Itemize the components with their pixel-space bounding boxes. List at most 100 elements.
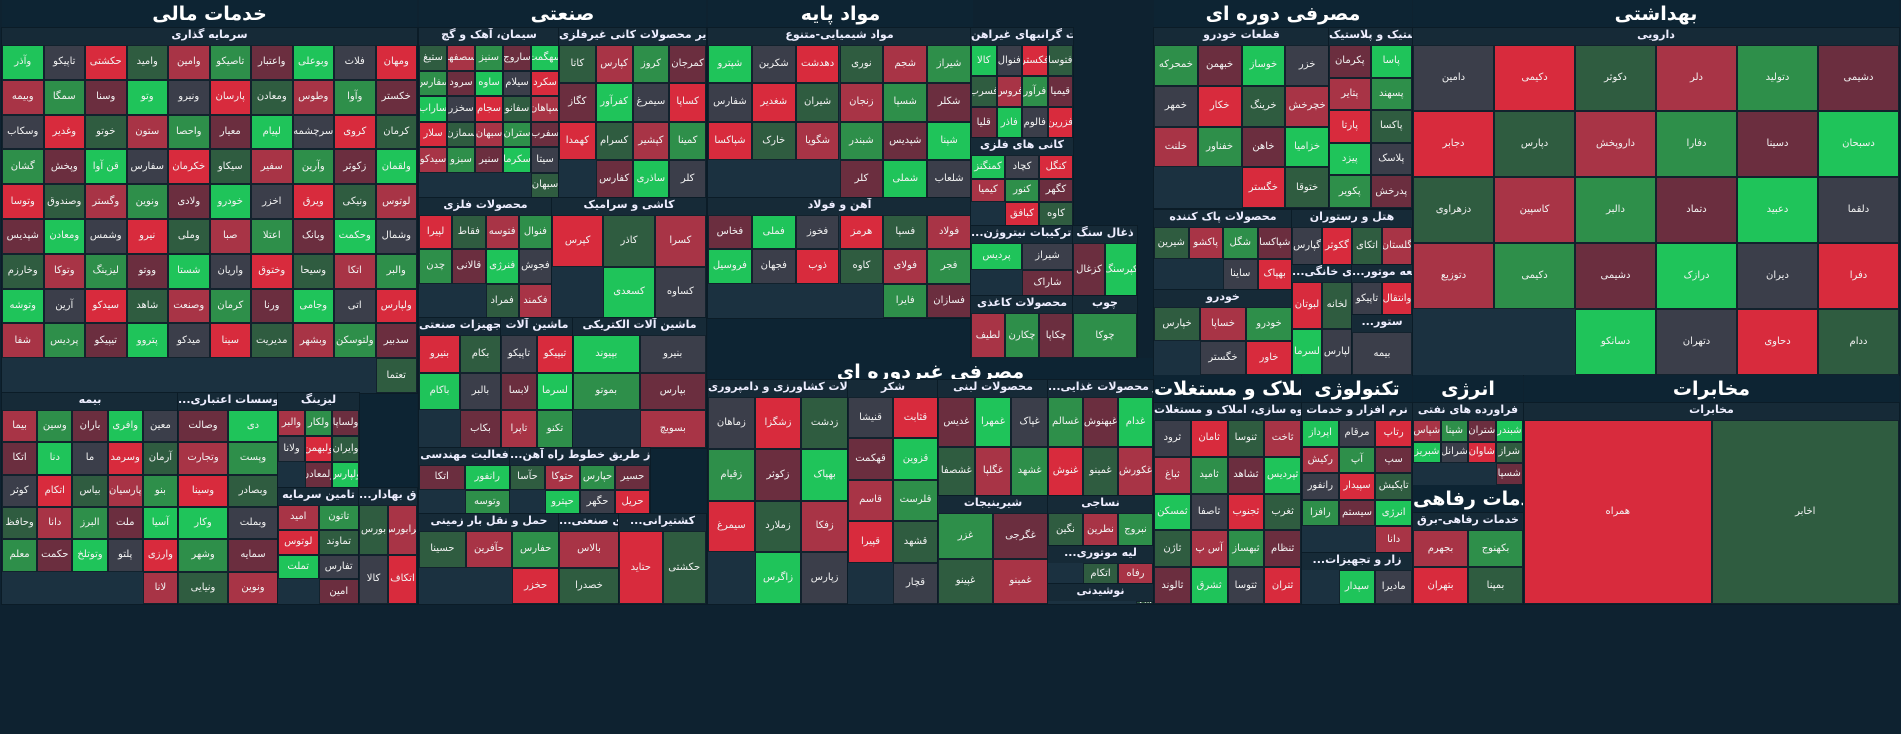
stock-tile[interactable]: ورنا	[251, 288, 293, 324]
stock-tile[interactable]: فخاس	[708, 215, 752, 250]
stock-tile[interactable]: وگستر	[85, 184, 127, 219]
stock-tile[interactable]: ثرود	[1154, 420, 1191, 457]
stock-tile[interactable]: ونیرو	[168, 79, 210, 115]
stock-tile[interactable]: رفاه	[1118, 563, 1153, 584]
stock-tile[interactable]: پاکشو	[1188, 227, 1223, 259]
stock-tile[interactable]: باکام	[419, 372, 460, 411]
stock-tile[interactable]: ثنظام	[1264, 530, 1301, 568]
stock-tile[interactable]: سیتا	[531, 147, 559, 173]
stock-tile[interactable]: وتجارت	[178, 442, 228, 475]
stock-tile[interactable]: فمراد	[485, 283, 519, 318]
stock-tile[interactable]: بجهرم	[1413, 530, 1468, 567]
stock-tile[interactable]: شغدیر	[751, 83, 796, 122]
stock-tile[interactable]: نگین	[1048, 513, 1083, 546]
stock-tile[interactable]: ولپارس	[375, 288, 417, 324]
stock-tile[interactable]: ثاصفا	[1190, 493, 1228, 531]
stock-tile[interactable]: اتکام	[1083, 563, 1118, 584]
stock-tile[interactable]: دکوثر	[1575, 45, 1656, 111]
stock-tile[interactable]: اعتلا	[251, 219, 293, 254]
stock-tile[interactable]: وحافظ	[2, 507, 38, 540]
group-title[interactable]: نساجی	[1048, 496, 1153, 513]
stock-tile[interactable]: شلعاب	[927, 159, 971, 198]
stock-tile[interactable]: کلر	[839, 159, 884, 198]
stock-tile[interactable]: وشمال	[375, 219, 417, 254]
stock-tile[interactable]: ومعادن	[43, 219, 85, 254]
stock-tile[interactable]: وآذر	[2, 45, 44, 80]
stock-tile[interactable]: شیران	[795, 83, 840, 122]
stock-tile[interactable]: فایرا	[883, 283, 928, 318]
stock-tile[interactable]: دانا	[1375, 526, 1412, 553]
stock-tile[interactable]: درازک	[1656, 243, 1737, 309]
stock-tile[interactable]: کاتا	[559, 45, 596, 84]
stock-tile[interactable]: پیزد	[1329, 142, 1371, 176]
stock-tile[interactable]: دسبحان	[1818, 111, 1899, 177]
stock-tile[interactable]: لسرما	[1292, 328, 1322, 375]
stock-tile[interactable]: شسپا	[883, 83, 928, 122]
stock-tile[interactable]: دهدشت	[795, 45, 840, 84]
stock-tile[interactable]: وختوق	[251, 253, 293, 289]
stock-tile[interactable]: سپدار	[1338, 570, 1376, 604]
stock-tile[interactable]: زفکا	[801, 500, 848, 553]
stock-tile[interactable]: حریل	[615, 489, 650, 514]
stock-tile[interactable]: دشیمی	[1818, 45, 1899, 111]
group-title[interactable]: دارویی	[1413, 28, 1899, 45]
stock-tile[interactable]: فولاد	[927, 215, 971, 250]
stock-tile[interactable]: فتوسه	[485, 215, 519, 250]
group-title[interactable]: آهن و فولاد	[708, 198, 971, 215]
stock-tile[interactable]: ثامید	[1190, 456, 1228, 494]
stock-tile[interactable]: سنیز	[475, 45, 503, 71]
stock-tile[interactable]: زپارس	[801, 552, 848, 604]
stock-tile[interactable]: خگستر	[1241, 167, 1286, 208]
stock-tile[interactable]: غپاک	[1011, 397, 1048, 447]
stock-tile[interactable]: انرژی	[1375, 499, 1412, 527]
group-title[interactable]: هتل و رستوران	[1292, 210, 1412, 227]
stock-tile[interactable]: پدرخش	[1370, 175, 1412, 208]
group-title[interactable]: نرم افزار و خدمات	[1302, 403, 1412, 420]
stock-tile[interactable]: ثالوند	[1154, 567, 1191, 604]
stock-tile[interactable]: قزوین	[893, 438, 938, 480]
stock-tile[interactable]: ساروج	[503, 45, 531, 71]
stock-tile[interactable]: خکار	[1197, 85, 1242, 127]
stock-tile[interactable]: سفانو	[503, 96, 531, 122]
stock-tile[interactable]: قاسم	[848, 479, 893, 522]
stock-tile[interactable]: سرچشمه	[292, 114, 334, 150]
stock-tile[interactable]: پاکسا	[1370, 110, 1412, 143]
stock-tile[interactable]: دیران	[1737, 243, 1818, 309]
stock-tile[interactable]: اتی	[334, 288, 376, 324]
stock-tile[interactable]: لپارس	[1322, 328, 1352, 375]
stock-tile[interactable]: اتکا	[334, 253, 376, 289]
stock-tile[interactable]: حکشتی	[662, 531, 706, 604]
stock-tile[interactable]: داروپخش	[1575, 111, 1656, 177]
group-title[interactable]: محصولات فلزی	[419, 198, 552, 215]
stock-tile[interactable]: معلم	[2, 539, 38, 572]
stock-tile[interactable]: کمینا	[669, 121, 706, 160]
stock-tile[interactable]: کساپا	[669, 83, 706, 122]
stock-tile[interactable]: کیمیا	[971, 178, 1005, 203]
stock-tile[interactable]: خمحرکه	[1154, 45, 1198, 86]
group-title[interactable]: تجهیزات صنعتی	[419, 318, 501, 335]
stock-tile[interactable]: زدشت	[801, 397, 848, 449]
stock-tile[interactable]: ختوقا	[1285, 167, 1329, 208]
stock-tile[interactable]: رانفور	[1302, 473, 1339, 500]
stock-tile[interactable]: قلرست	[893, 479, 938, 522]
stock-tile[interactable]: غمینو	[993, 558, 1048, 604]
stock-tile[interactable]: ومعادن	[251, 79, 293, 115]
stock-tile[interactable]: شپاس	[1413, 420, 1441, 442]
stock-tile[interactable]: دلر	[1656, 45, 1737, 111]
stock-tile[interactable]: خودرو	[209, 184, 251, 219]
stock-tile[interactable]: حپارس	[580, 465, 615, 490]
stock-tile[interactable]: ولادی	[168, 184, 210, 219]
stock-tile[interactable]: آرمان	[142, 442, 178, 475]
stock-tile[interactable]: کفرآور	[595, 83, 633, 122]
stock-tile[interactable]: باران	[72, 410, 108, 443]
stock-tile[interactable]: اپرداز	[1302, 420, 1339, 447]
stock-tile[interactable]: فجوش	[518, 249, 552, 284]
stock-tile[interactable]: همراه	[1524, 420, 1712, 604]
stock-tile[interactable]: چدن	[419, 249, 453, 284]
stock-tile[interactable]: دجابر	[1413, 111, 1494, 177]
stock-tile[interactable]: نبروج	[1118, 513, 1153, 546]
stock-tile[interactable]: خاهن	[1241, 126, 1286, 168]
stock-tile[interactable]: وپست	[228, 442, 278, 475]
stock-tile[interactable]: معین	[142, 410, 178, 443]
group-title[interactable]: تامین سرمایه	[278, 488, 359, 505]
